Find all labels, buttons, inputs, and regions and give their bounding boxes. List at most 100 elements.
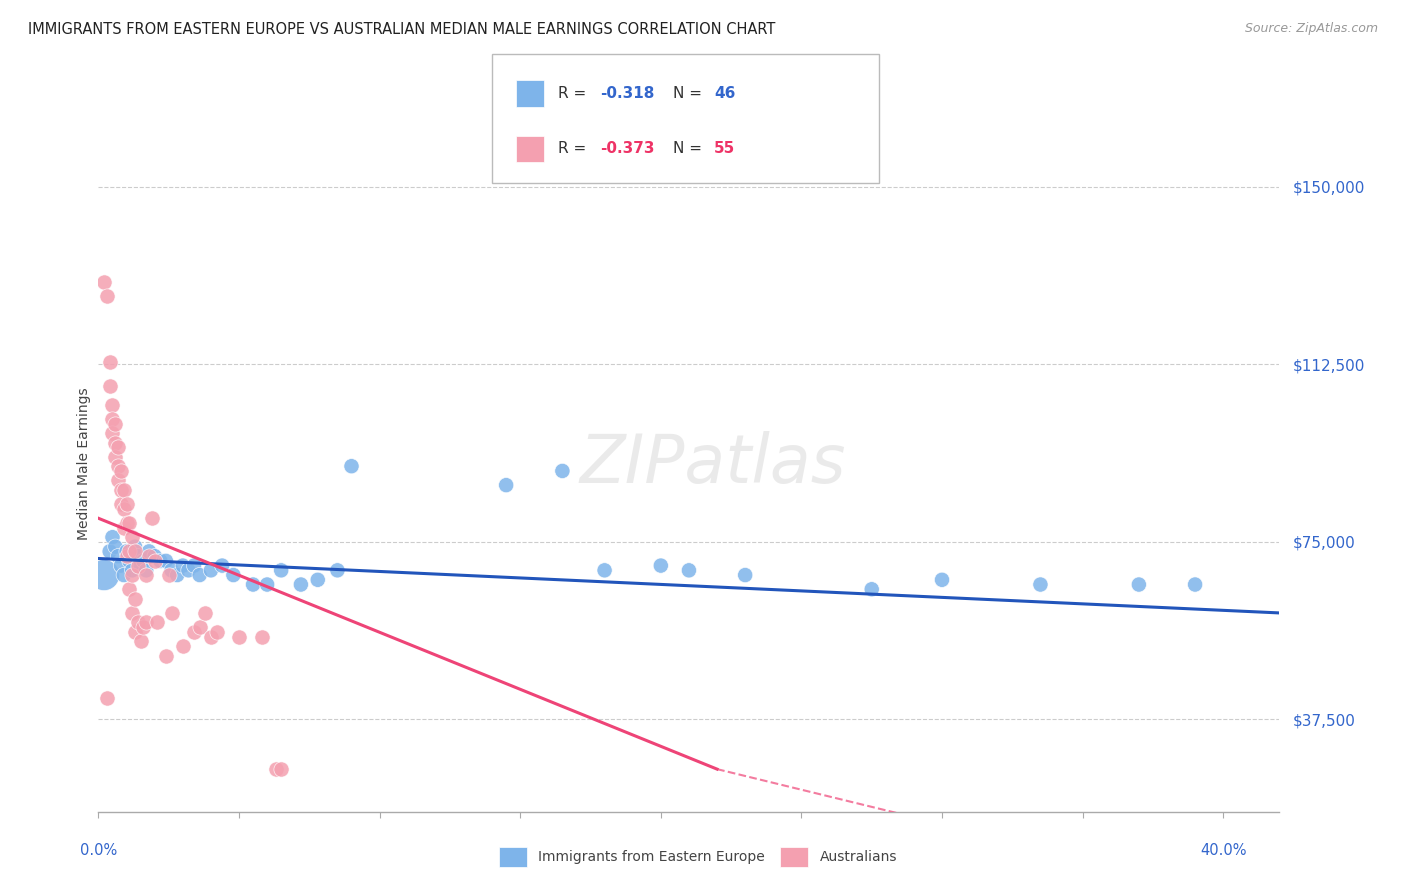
Point <box>112 521 135 535</box>
Point <box>112 501 135 516</box>
Point <box>98 378 121 392</box>
Point <box>172 639 194 653</box>
Point <box>326 563 349 577</box>
Point <box>1128 577 1150 591</box>
Point <box>107 459 129 474</box>
Point <box>107 440 129 454</box>
Point <box>101 426 124 441</box>
Point <box>115 544 138 558</box>
Text: 46: 46 <box>714 87 735 101</box>
Point <box>194 606 217 620</box>
Point <box>138 544 160 558</box>
Point <box>104 417 127 431</box>
Point <box>149 554 172 568</box>
Point <box>860 582 883 597</box>
Point <box>110 558 132 573</box>
Point <box>121 530 143 544</box>
Point <box>931 573 953 587</box>
Point <box>155 554 177 568</box>
Point <box>270 762 292 776</box>
Point <box>138 549 160 563</box>
Text: Immigrants from Eastern Europe: Immigrants from Eastern Europe <box>538 850 765 864</box>
Point <box>135 568 157 582</box>
Point <box>1184 577 1206 591</box>
Point <box>183 624 205 639</box>
Text: Source: ZipAtlas.com: Source: ZipAtlas.com <box>1244 22 1378 36</box>
Point <box>340 459 363 474</box>
Point <box>146 615 169 630</box>
Text: 0.0%: 0.0% <box>80 843 117 858</box>
Point <box>183 558 205 573</box>
Point <box>118 554 141 568</box>
Point <box>110 497 132 511</box>
Point <box>141 511 163 525</box>
Point <box>228 630 250 644</box>
Point <box>107 549 129 563</box>
Point <box>188 568 211 582</box>
Point <box>307 573 329 587</box>
Text: 40.0%: 40.0% <box>1199 843 1247 858</box>
Point <box>107 474 129 488</box>
Point <box>101 398 124 412</box>
Text: N =: N = <box>673 87 707 101</box>
Point <box>256 577 278 591</box>
Text: ZIPatlas: ZIPatlas <box>579 431 846 497</box>
Point <box>124 540 146 554</box>
Point <box>205 624 228 639</box>
Point <box>166 568 188 582</box>
Point <box>115 516 138 530</box>
Point <box>155 648 177 663</box>
Point <box>121 568 143 582</box>
Point <box>115 497 138 511</box>
Point <box>124 624 146 639</box>
Point <box>104 540 127 554</box>
Point <box>270 563 292 577</box>
Y-axis label: Median Male Earnings: Median Male Earnings <box>77 387 91 541</box>
Point <box>110 483 132 497</box>
Point <box>132 620 155 634</box>
Point <box>98 544 121 558</box>
Text: 55: 55 <box>714 142 735 156</box>
Point <box>104 435 127 450</box>
Point <box>98 355 121 369</box>
Point <box>124 591 146 606</box>
Point <box>250 630 273 644</box>
Point <box>177 563 200 577</box>
Point <box>101 412 124 426</box>
Point <box>188 620 211 634</box>
Point <box>132 554 155 568</box>
Point <box>172 558 194 573</box>
Point <box>121 563 143 577</box>
Point <box>135 563 157 577</box>
Point <box>135 615 157 630</box>
Text: -0.373: -0.373 <box>600 142 655 156</box>
Text: R =: R = <box>558 87 592 101</box>
Text: N =: N = <box>673 142 707 156</box>
Point <box>96 289 118 303</box>
Point <box>143 549 166 563</box>
Point <box>124 544 146 558</box>
Text: R =: R = <box>558 142 592 156</box>
Point <box>115 549 138 563</box>
Point <box>157 568 180 582</box>
Point <box>211 558 233 573</box>
Point <box>160 606 183 620</box>
Point <box>264 762 287 776</box>
Point <box>1029 577 1052 591</box>
Point <box>101 530 124 544</box>
Point <box>160 563 183 577</box>
Text: Australians: Australians <box>820 850 897 864</box>
Point <box>734 568 756 582</box>
Point <box>593 563 616 577</box>
Point <box>129 634 152 648</box>
Point <box>200 563 222 577</box>
Point <box>650 558 672 573</box>
Point <box>118 516 141 530</box>
Point <box>678 563 700 577</box>
Point <box>118 544 141 558</box>
Point <box>242 577 264 591</box>
Point <box>290 577 312 591</box>
Point <box>495 478 517 492</box>
Point <box>118 582 141 597</box>
Point <box>551 464 574 478</box>
